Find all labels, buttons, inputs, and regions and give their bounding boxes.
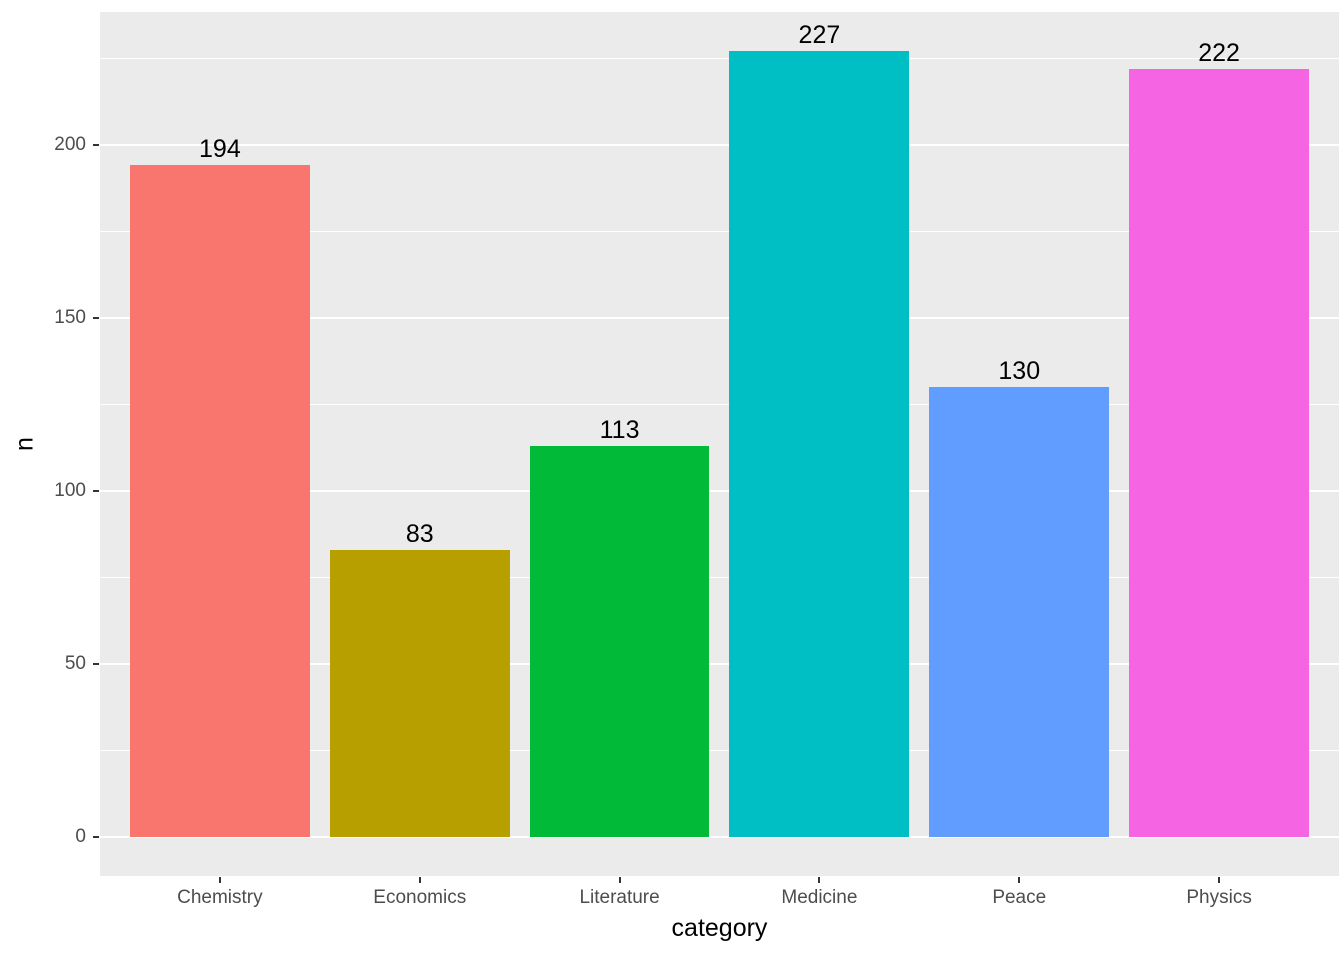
- gridline-minor: [100, 403, 1339, 405]
- x-tick-label-economics: Economics: [373, 887, 467, 908]
- bar-physics: [1129, 68, 1309, 837]
- plot-panel: 194 83 113 227 130 222: [100, 12, 1339, 876]
- gridline-major: [100, 316, 1339, 319]
- gridline-minor: [100, 57, 1339, 59]
- y-tick-mark: [93, 143, 99, 146]
- bar-value-label-chemistry: 194: [199, 135, 241, 164]
- x-tick-label-medicine: Medicine: [781, 887, 858, 908]
- y-tick-label: 0: [75, 825, 86, 847]
- bar-literature: [529, 445, 710, 837]
- x-tick-mark: [218, 877, 221, 883]
- x-tick-label-literature: Literature: [579, 887, 660, 908]
- bar-value-label-economics: 83: [405, 519, 434, 548]
- gridline-minor: [100, 576, 1339, 578]
- x-tick-label-peace: Peace: [992, 887, 1047, 908]
- x-tick-mark: [818, 877, 821, 883]
- x-tick-label-physics: Physics: [1186, 887, 1252, 908]
- gridline-major: [100, 489, 1339, 492]
- gridline-major: [100, 662, 1339, 665]
- gridline-minor: [100, 230, 1339, 232]
- y-tick-mark: [93, 316, 99, 319]
- gridline-minor: [100, 749, 1339, 751]
- y-axis-title: n: [10, 437, 39, 451]
- bar-economics: [329, 549, 510, 837]
- gridline-major: [100, 143, 1339, 146]
- bar-medicine: [729, 51, 910, 837]
- x-tick-mark: [618, 877, 621, 883]
- x-tick-label-chemistry: Chemistry: [177, 887, 263, 908]
- x-tick-mark: [1218, 877, 1221, 883]
- y-tick-mark: [93, 489, 99, 492]
- bar-value-label-peace: 130: [998, 356, 1041, 385]
- y-tick-label: 50: [64, 652, 86, 674]
- gridline-major: [100, 835, 1339, 838]
- x-tick-mark: [1018, 877, 1021, 883]
- bar-chemistry: [129, 165, 310, 837]
- y-tick-label: 100: [54, 479, 86, 501]
- bar-peace: [929, 386, 1110, 837]
- bar-value-label-literature: 113: [599, 415, 640, 444]
- bar-value-label-medicine: 227: [798, 21, 841, 50]
- x-tick-mark: [418, 877, 421, 883]
- x-axis-title: category: [671, 914, 768, 942]
- y-tick-mark: [93, 662, 99, 665]
- y-tick-label: 150: [54, 306, 86, 328]
- bar-value-label-physics: 222: [1198, 38, 1240, 67]
- y-tick-label: 200: [54, 133, 86, 155]
- y-tick-mark: [93, 835, 99, 838]
